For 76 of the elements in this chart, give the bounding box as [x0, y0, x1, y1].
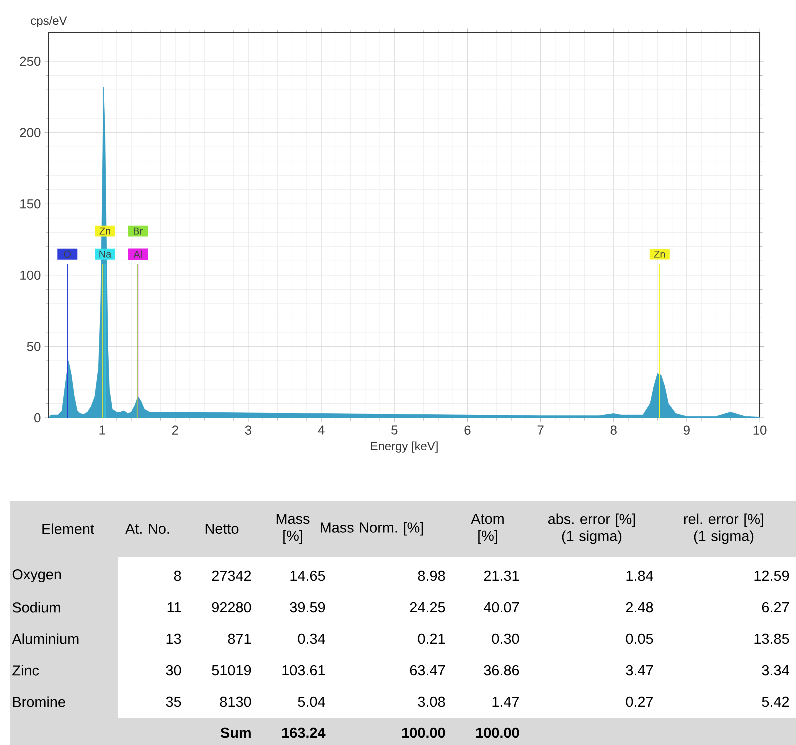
text: 51019: [212, 665, 252, 676]
text: 21.31: [484, 570, 520, 582]
text: 5.42: [762, 696, 790, 708]
text: 0.27: [626, 696, 654, 708]
text: 8.98: [418, 570, 446, 582]
x-tick-label: 9: [684, 426, 690, 435]
text: Bromine: [13, 696, 66, 708]
text: 0.21: [418, 634, 446, 644]
text: 63.47: [410, 665, 446, 676]
text: Element: [42, 524, 94, 534]
y-axis-title: cps/eV: [31, 16, 68, 28]
ref-line-label: Br: [134, 228, 143, 235]
text: 3.34: [762, 665, 790, 676]
text: 163.24: [282, 728, 326, 738]
text: Netto: [206, 524, 239, 534]
text: 24.25: [410, 602, 446, 613]
text: 5.04: [298, 696, 326, 708]
x-axis-title: Energy [keV]: [371, 442, 438, 453]
text: Mass Norm. [%]: [321, 522, 424, 536]
ref-line-label: O: [64, 250, 72, 258]
text: 871: [228, 634, 252, 644]
x-tick-label: 1: [100, 426, 106, 435]
text: 39.59: [290, 602, 326, 613]
text: Aluminium: [12, 634, 79, 644]
text: Sodium: [12, 602, 60, 613]
x-tick-label: 4: [318, 426, 325, 435]
y-tick-label: 150: [20, 200, 41, 209]
text: 27342: [212, 570, 252, 582]
text: 100.00: [476, 728, 520, 738]
text: 1.47: [492, 697, 520, 707]
x-tick-label: 5: [392, 426, 398, 435]
text: Mass [%]: [276, 514, 310, 544]
text: 12.59: [754, 570, 790, 582]
x-tick-label: 6: [464, 426, 471, 435]
text: Atom [%]: [471, 514, 504, 544]
x-tick-label: 7: [538, 426, 544, 435]
y-tick-label: 50: [27, 342, 41, 352]
text: 13: [166, 634, 182, 644]
text: 11: [168, 602, 182, 612]
text: 0.30: [492, 634, 520, 644]
text: 14.65: [290, 570, 326, 582]
ref-line-label: Al: [134, 250, 142, 258]
text: 13.85: [754, 634, 790, 644]
text: Zinc: [12, 665, 40, 676]
text: 1.84: [626, 570, 654, 582]
y-tick-label: 250: [20, 56, 41, 66]
text: 8: [174, 570, 182, 582]
ref-line-label: Na: [100, 250, 112, 258]
ref-line-label: Zn: [100, 228, 110, 235]
y-tick-label: 200: [20, 128, 41, 138]
text: 6.27: [762, 602, 790, 613]
y-tick-label: 100: [20, 270, 41, 280]
text: 36.86: [484, 665, 520, 676]
text: At. No.: [126, 524, 170, 534]
text: 0.05: [626, 634, 654, 644]
x-tick-label: 8: [610, 426, 617, 435]
text: abs. error [%] (1 sigma): [548, 514, 636, 544]
text: 2.48: [626, 602, 654, 613]
x-tick-label: 3: [245, 426, 252, 435]
text: 3.47: [626, 665, 654, 676]
text: 8130: [220, 696, 252, 708]
text: 92280: [212, 602, 252, 613]
x-tick-label: 10: [754, 426, 767, 435]
text: 100.00: [402, 728, 446, 738]
text: Sum: [220, 728, 251, 738]
text: 30: [166, 665, 182, 676]
text: 3.08: [418, 696, 446, 708]
text: 103.61: [282, 665, 326, 676]
x-tick-label: 2: [172, 426, 178, 435]
text: rel. error [%] (1 sigma): [684, 514, 764, 544]
text: Oxygen: [12, 569, 62, 583]
text: 0.34: [298, 634, 326, 644]
y-tick-label: 0: [34, 413, 41, 423]
text: 35: [166, 696, 182, 708]
text: 40.07: [484, 602, 520, 613]
ref-line-label: Zn: [654, 250, 666, 258]
